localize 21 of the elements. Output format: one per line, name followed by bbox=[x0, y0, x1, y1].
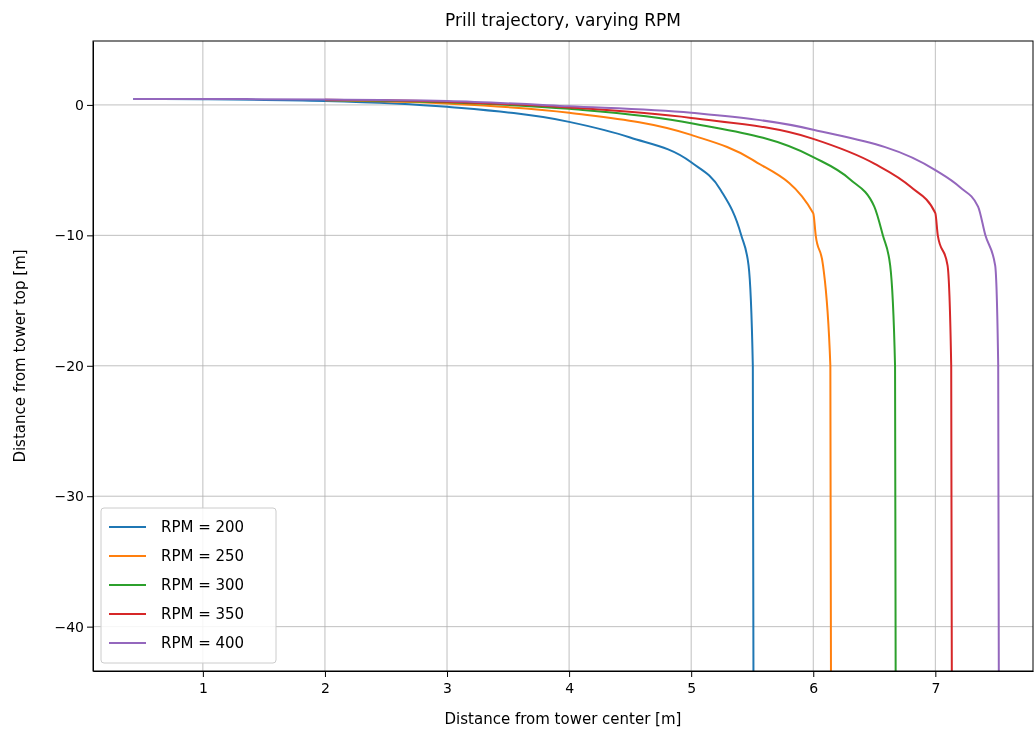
chart-title: Prill trajectory, varying RPM bbox=[445, 10, 681, 30]
x-tick-label: 4 bbox=[565, 679, 575, 696]
y-tick-label: −30 bbox=[54, 488, 84, 505]
y-tick-label: −40 bbox=[54, 618, 84, 635]
x-tick-label: 7 bbox=[931, 679, 941, 696]
x-axis-title: Distance from tower center [m] bbox=[444, 710, 682, 728]
x-tick-label: 5 bbox=[687, 679, 697, 696]
x-tick-label: 3 bbox=[443, 679, 452, 696]
legend-label: RPM = 300 bbox=[161, 576, 245, 594]
legend-label: RPM = 400 bbox=[161, 634, 245, 652]
line-series bbox=[132, 98, 1000, 672]
legend-label: RPM = 250 bbox=[161, 547, 245, 565]
y-tick-label: 0 bbox=[75, 96, 84, 113]
y-axis-title: Distance from tower top [m] bbox=[11, 249, 29, 463]
y-tick-label: −10 bbox=[54, 227, 84, 244]
legend-label: RPM = 350 bbox=[161, 605, 245, 623]
x-tick-label: 6 bbox=[809, 679, 819, 696]
legend-label: RPM = 200 bbox=[161, 518, 245, 536]
x-tick-label: 2 bbox=[320, 679, 330, 696]
x-tick-label: 1 bbox=[198, 679, 208, 696]
y-tick-label: −20 bbox=[54, 357, 84, 374]
